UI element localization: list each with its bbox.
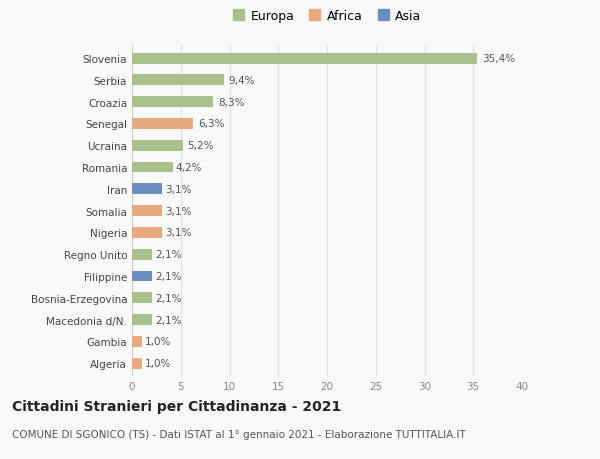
Bar (132, 271, 152, 282)
Text: 2,1%: 2,1% (155, 293, 182, 303)
Text: 2,1%: 2,1% (155, 250, 182, 260)
Text: Cittadini Stranieri per Cittadinanza - 2021: Cittadini Stranieri per Cittadinanza - 2… (12, 399, 341, 413)
Text: 4,2%: 4,2% (176, 162, 202, 173)
Bar (132, 184, 162, 195)
Bar (132, 336, 142, 347)
Text: 3,1%: 3,1% (165, 185, 191, 195)
Bar (132, 358, 142, 369)
Text: 9,4%: 9,4% (229, 76, 255, 86)
Text: 1,0%: 1,0% (145, 358, 171, 368)
Text: 5,2%: 5,2% (188, 141, 214, 151)
Text: 2,1%: 2,1% (155, 315, 182, 325)
Bar (132, 54, 477, 64)
Text: 3,1%: 3,1% (165, 206, 191, 216)
Text: 6,3%: 6,3% (198, 119, 225, 129)
Text: 35,4%: 35,4% (482, 54, 515, 64)
Bar (132, 249, 152, 260)
Text: 2,1%: 2,1% (155, 271, 182, 281)
Bar (132, 206, 162, 217)
Bar (132, 162, 173, 173)
Bar (132, 228, 162, 238)
Text: COMUNE DI SGONICO (TS) - Dati ISTAT al 1° gennaio 2021 - Elaborazione TUTTITALIA: COMUNE DI SGONICO (TS) - Dati ISTAT al 1… (12, 429, 466, 439)
Bar (132, 140, 182, 151)
Bar (132, 314, 152, 325)
Bar (132, 119, 193, 129)
Bar (132, 75, 224, 86)
Bar (132, 97, 213, 108)
Text: 8,3%: 8,3% (218, 97, 244, 107)
Text: 1,0%: 1,0% (145, 336, 171, 347)
Legend: Europa, Africa, Asia: Europa, Africa, Asia (229, 6, 425, 27)
Text: 3,1%: 3,1% (165, 228, 191, 238)
Bar (132, 293, 152, 303)
